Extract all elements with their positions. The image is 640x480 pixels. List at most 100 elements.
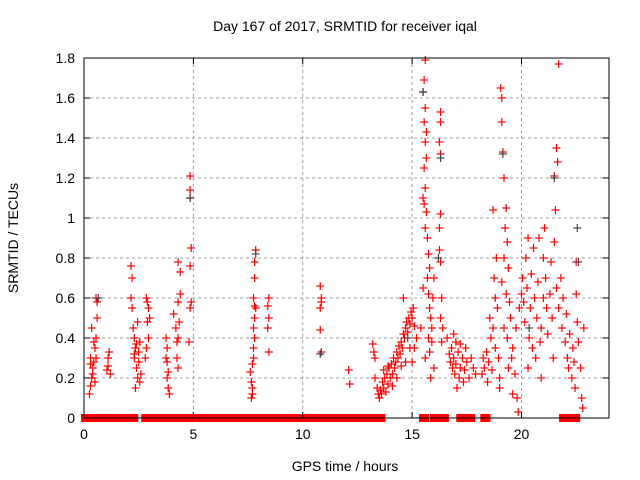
data-point — [486, 334, 495, 342]
y-tick-label: 0.2 — [56, 370, 76, 386]
data-point — [541, 274, 550, 282]
data-point — [514, 408, 523, 416]
data-point — [574, 258, 583, 266]
data-point — [420, 164, 429, 172]
data-point — [391, 358, 400, 366]
data-point — [424, 334, 433, 342]
data-point — [399, 294, 408, 302]
data-point — [562, 310, 571, 318]
x-axis-label: GPS time / hours — [292, 458, 399, 474]
data-point — [94, 294, 103, 302]
data-point — [425, 348, 434, 356]
data-point — [557, 324, 566, 332]
data-point — [460, 366, 469, 374]
data-point — [436, 258, 445, 266]
data-point — [85, 390, 94, 398]
data-point — [485, 314, 494, 322]
data-point — [174, 258, 183, 266]
data-point — [164, 384, 173, 392]
data-point — [250, 334, 259, 342]
x-tick-label: 20 — [514, 426, 530, 442]
y-tick-label: 0 — [67, 410, 75, 426]
data-point — [384, 380, 393, 388]
data-point — [369, 348, 378, 356]
data-point — [501, 224, 510, 232]
data-point — [412, 334, 421, 342]
data-point — [495, 384, 504, 392]
data-point — [554, 60, 563, 68]
data-point — [571, 384, 580, 392]
data-point — [574, 338, 583, 346]
data-point — [498, 150, 507, 158]
data-point — [316, 282, 325, 290]
y-tick-label: 1.2 — [56, 170, 76, 186]
data-point — [496, 84, 505, 92]
data-point — [405, 320, 414, 328]
data-point — [246, 368, 255, 376]
data-point — [370, 354, 379, 362]
data-point — [251, 304, 260, 312]
data-point — [249, 344, 258, 352]
data-point — [130, 334, 139, 342]
data-point — [104, 354, 113, 362]
data-point — [507, 354, 516, 362]
data-point — [577, 394, 586, 402]
data-point — [422, 128, 431, 136]
data-point — [171, 324, 180, 332]
data-point — [554, 304, 563, 312]
data-point — [495, 374, 504, 382]
data-point — [467, 354, 476, 362]
data-point — [247, 378, 256, 386]
data-point — [428, 294, 437, 302]
data-point — [506, 314, 515, 322]
data-point — [89, 338, 98, 346]
data-point — [565, 330, 574, 338]
data-point — [421, 184, 430, 192]
data-point — [104, 362, 113, 370]
data-point — [421, 56, 430, 64]
data-point — [458, 354, 467, 362]
data-point — [484, 358, 493, 366]
data-point — [163, 358, 172, 366]
data-point — [172, 354, 181, 362]
data-point — [539, 254, 548, 262]
data-point — [250, 302, 259, 310]
data-point — [248, 384, 257, 392]
data-point — [403, 334, 412, 342]
data-point — [448, 364, 457, 372]
data-point — [438, 324, 447, 332]
data-point — [572, 290, 581, 298]
data-point — [548, 314, 557, 322]
data-point — [539, 294, 548, 302]
data-point — [136, 370, 145, 378]
data-point — [456, 340, 465, 348]
data-point — [264, 294, 273, 302]
data-point — [535, 234, 543, 242]
data-point — [445, 350, 454, 358]
data-point — [381, 388, 390, 396]
data-point — [422, 208, 431, 216]
data-point — [436, 210, 445, 218]
data-point — [497, 118, 506, 126]
data-point — [461, 344, 470, 352]
data-point — [500, 324, 508, 332]
data-point — [443, 334, 452, 342]
data-point — [537, 324, 546, 332]
data-point — [105, 348, 114, 356]
data-point — [576, 364, 585, 372]
data-point — [450, 370, 459, 378]
data-point — [93, 314, 102, 322]
data-point — [456, 364, 465, 372]
data-point — [503, 334, 512, 342]
data-point — [469, 364, 478, 372]
data-point — [489, 324, 498, 332]
data-point — [410, 322, 419, 330]
chart-title: Day 167 of 2017, SRMTID for receiver iqa… — [213, 18, 477, 34]
data-point — [520, 318, 529, 326]
data-point — [176, 268, 185, 276]
data-point — [489, 206, 498, 214]
data-point — [508, 344, 517, 352]
data-point — [492, 254, 501, 262]
data-point — [134, 348, 143, 356]
x-tick-label: 0 — [80, 426, 88, 442]
